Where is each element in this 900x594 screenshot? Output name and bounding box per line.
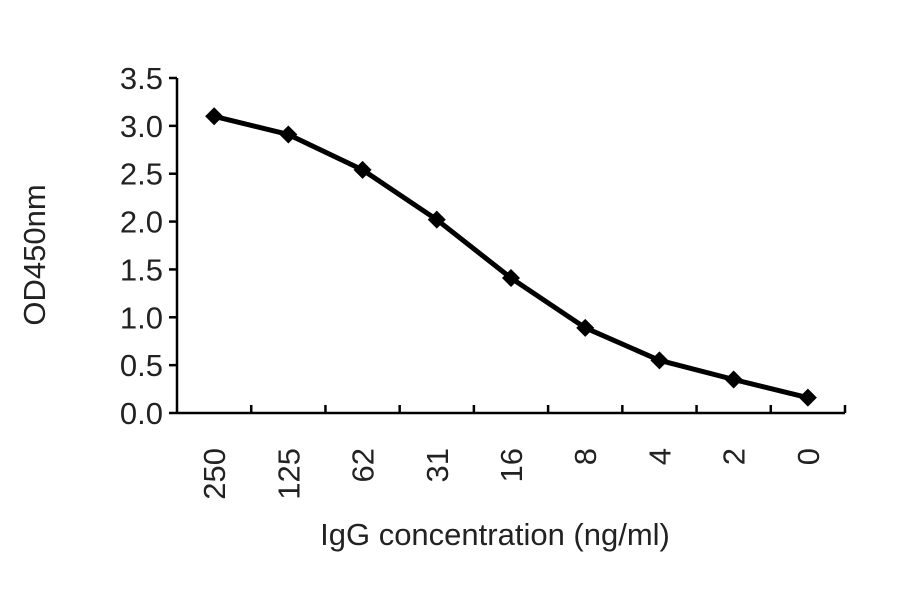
data-point-marker bbox=[502, 269, 520, 288]
y-axis-title: OD450nm bbox=[17, 184, 52, 325]
y-tick-label: 2.0 bbox=[120, 205, 163, 240]
series-layer bbox=[205, 107, 817, 407]
x-tick-label: 125 bbox=[271, 448, 306, 500]
y-tick-label: 1.5 bbox=[120, 252, 163, 287]
data-point-marker bbox=[353, 160, 372, 179]
y-tick-label: 3.0 bbox=[120, 109, 163, 144]
data-point-marker bbox=[205, 107, 224, 126]
x-tick-label: 31 bbox=[420, 448, 455, 482]
x-axis-ticks: 250 125 62 31 16 8 4 2 0 bbox=[197, 405, 847, 500]
axes bbox=[175, 78, 845, 415]
x-tick-label: 16 bbox=[494, 448, 529, 482]
x-axis-title: IgG concentration (ng/ml) bbox=[320, 517, 670, 552]
y-tick-label: 1.0 bbox=[120, 300, 163, 335]
data-point-marker bbox=[279, 125, 298, 144]
data-point-marker bbox=[798, 388, 817, 407]
x-tick-label: 2 bbox=[717, 448, 752, 465]
y-axis-ticks: 0.0 0.5 1.0 1.5 2.0 2.5 3.0 3.5 bbox=[120, 61, 177, 431]
data-point-marker bbox=[650, 351, 669, 370]
y-tick-label: 3.5 bbox=[120, 61, 163, 96]
y-tick-label: 2.5 bbox=[120, 157, 163, 192]
x-tick-label: 8 bbox=[568, 448, 603, 465]
data-point-marker bbox=[427, 210, 446, 229]
x-tick-label: 4 bbox=[642, 448, 677, 465]
x-tick-label: 0 bbox=[791, 448, 826, 465]
data-point-marker bbox=[576, 318, 595, 337]
x-tick-label: 62 bbox=[346, 448, 381, 482]
y-tick-label: 0.5 bbox=[120, 348, 163, 383]
data-point-marker bbox=[724, 370, 743, 389]
y-tick-label: 0.0 bbox=[120, 396, 163, 431]
series-line bbox=[211, 113, 811, 401]
x-tick-label: 250 bbox=[197, 448, 232, 500]
